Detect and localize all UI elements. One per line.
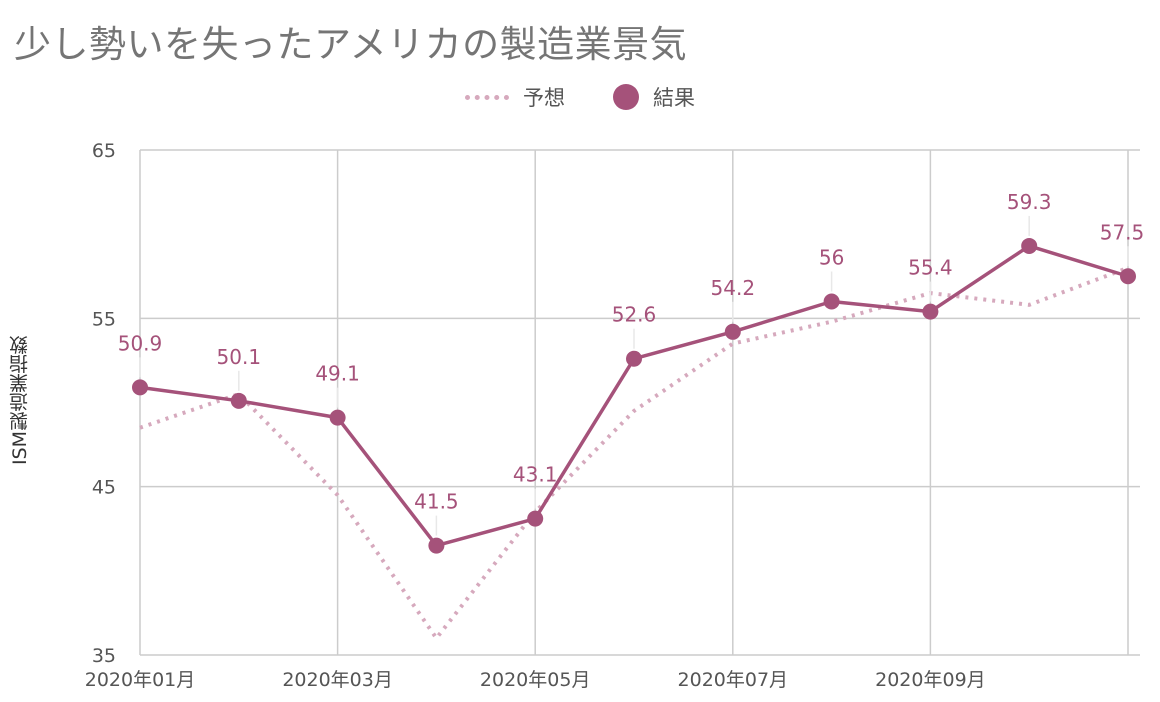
data-label: 43.1 <box>513 463 558 487</box>
result-point[interactable] <box>724 323 741 340</box>
result-point[interactable] <box>428 537 445 554</box>
data-label: 41.5 <box>414 490 459 514</box>
legend-item-result[interactable]: 結果 <box>613 82 695 112</box>
data-label: 59.3 <box>1007 190 1052 214</box>
data-label: 57.5 <box>1100 220 1145 244</box>
y-tick-label: 45 <box>92 477 116 499</box>
result-point[interactable] <box>922 303 939 320</box>
axes: 35 45 55 65 2020年01月 2020年03月 2020年05月 2020年07月… <box>85 140 986 691</box>
y-tick-label: 55 <box>92 308 116 330</box>
result-point[interactable] <box>527 510 544 527</box>
result-line <box>139 244 1129 548</box>
result-point[interactable] <box>626 350 642 367</box>
y-tick-label: 65 <box>92 140 116 162</box>
legend-circle-icon <box>613 84 639 110</box>
legend-item-forecast[interactable]: 予想 <box>465 82 565 112</box>
result-point[interactable] <box>1021 237 1038 254</box>
data-label: 52.6 <box>612 303 657 327</box>
result-point[interactable] <box>230 392 247 409</box>
x-tick-label: 2020年07月 <box>678 669 789 691</box>
result-point[interactable] <box>132 379 148 396</box>
result-point[interactable] <box>1120 268 1136 285</box>
x-tick-label: 2020年03月 <box>282 669 393 691</box>
data-label: 55.4 <box>908 256 953 280</box>
legend-label-result: 結果 <box>653 86 695 110</box>
data-label: 54.2 <box>711 276 756 300</box>
y-tick-label: 35 <box>92 645 116 667</box>
legend-dotted-line-icon <box>465 94 509 100</box>
data-label: 49.1 <box>315 362 360 386</box>
x-tick-label: 2020年09月 <box>875 669 986 691</box>
legend: 予想 結果 <box>0 82 1160 112</box>
data-label: 56 <box>819 246 844 270</box>
grid <box>139 149 1140 656</box>
data-label: 50.9 <box>118 331 163 355</box>
x-tick-label: 2020年05月 <box>480 669 591 691</box>
legend-label-forecast: 予想 <box>523 86 565 110</box>
forecast-line <box>139 265 1129 642</box>
data-label: 50.1 <box>217 345 262 369</box>
x-tick-label: 2020年01月 <box>85 669 196 691</box>
chart-title: 少し勢いを失ったアメリカの製造業景気 <box>14 23 688 66</box>
series <box>132 237 1136 642</box>
data-labels: 50.9 50.1 49.1 41.5 43.1 52.6 54.2 56 55.4 59.3 57… <box>118 190 1145 536</box>
result-point[interactable] <box>329 409 346 426</box>
result-point[interactable] <box>823 293 840 310</box>
